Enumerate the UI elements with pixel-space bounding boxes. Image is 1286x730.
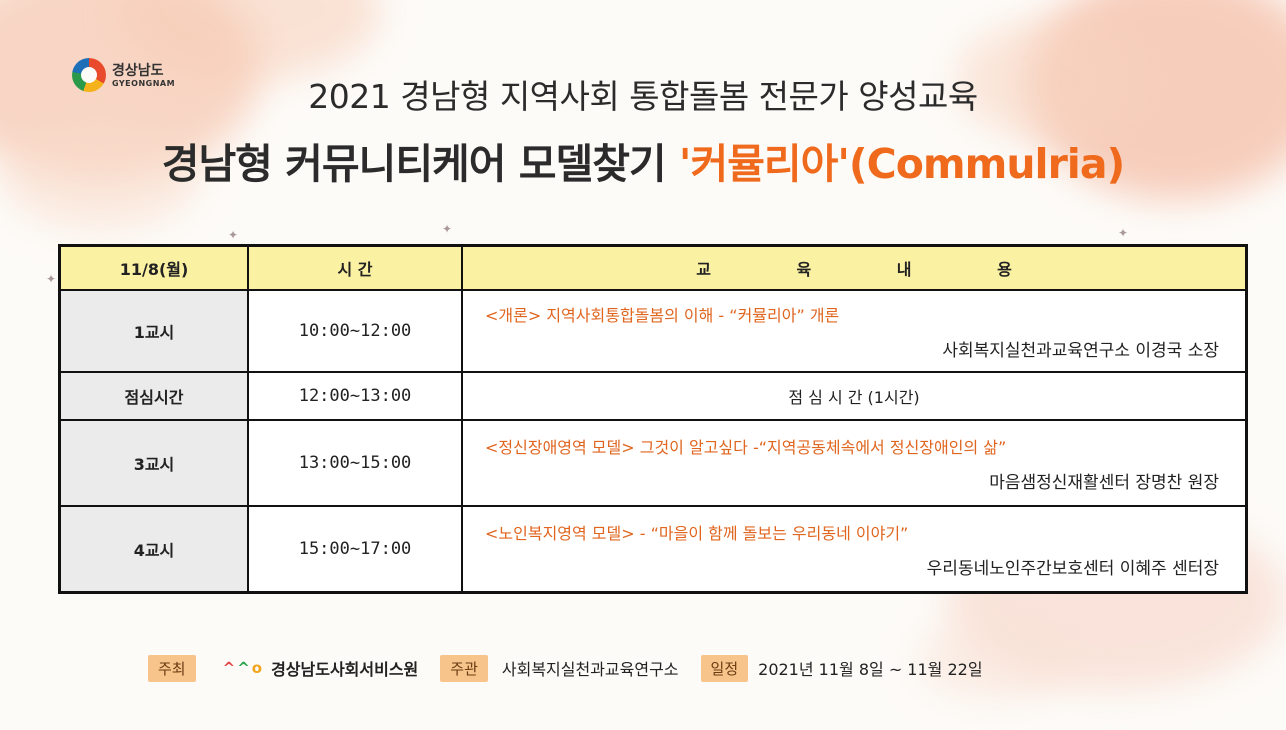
session-speaker: 우리동네노인주간보호센터 이혜주 센터장 <box>926 558 1219 579</box>
time-range: 13:00~15:00 <box>247 421 461 505</box>
session-topic: <정신장애영역 모델> 그것이 알고싶다 -“지역공동체속에서 정신장애인의 삶… <box>485 437 1007 457</box>
host-name: 경상남도사회서비스원 <box>271 660 419 679</box>
header-content: 교 육 내 용 <box>461 247 1245 289</box>
host-tag: 주최 <box>148 654 196 682</box>
watercolor-decoration <box>0 120 200 230</box>
period-label: 1교시 <box>61 291 247 371</box>
program-title: 경남형 커뮤니티케어 모델찾기 '커뮬리아'(Commulria) <box>0 130 1286 190</box>
program-title-accent: '커뮬리아'(Commulria) <box>678 140 1125 188</box>
sprig-icon: ✦ <box>46 272 57 286</box>
session-speaker: 사회복지실천과교육연구소 이경국 소장 <box>942 340 1219 361</box>
pass-logo-icon: ^ ^ o <box>222 659 263 677</box>
time-range: 12:00~13:00 <box>247 373 461 419</box>
sprig-icon: ✦ <box>1118 226 1129 240</box>
program-title-main: 경남형 커뮤니티케어 모델찾기 <box>161 140 679 188</box>
session-topic: <개론> 지역사회통합돌봄의 이해 - “커뮬리아” 개론 <box>485 305 840 325</box>
gyeongnam-logo: 경상남도 GYEONGNAM <box>72 56 182 96</box>
table-row: 점심시간 12:00~13:00 점 심 시 간 (1시간) <box>61 371 1245 419</box>
time-range: 10:00~12:00 <box>247 291 461 371</box>
organizer-tag: 주관 <box>440 654 488 682</box>
watercolor-decoration <box>956 20 1136 140</box>
session-topic: <노인복지영역 모델> - “마을이 함께 돌보는 우리동네 이야기” <box>485 523 909 543</box>
table-row: 4교시 15:00~17:00 <노인복지영역 모델> - “마을이 함께 돌보… <box>61 505 1245 591</box>
header-time: 시 간 <box>247 247 461 289</box>
period-label: 3교시 <box>61 421 247 505</box>
organizer-name: 사회복지실천과교육연구소 <box>501 660 679 679</box>
table-row: 3교시 13:00~15:00 <정신장애영역 모델> 그것이 알고싶다 -“지… <box>61 419 1245 505</box>
table-header-row: 11/8(월) 시 간 교 육 내 용 <box>61 247 1245 289</box>
session-speaker: 마음샘정신재활센터 장명찬 원장 <box>989 472 1219 493</box>
table-row: 1교시 10:00~12:00 <개론> 지역사회통합돌봄의 이해 - “커뮬리… <box>61 289 1245 371</box>
period-label: 4교시 <box>61 507 247 591</box>
session-content: <노인복지영역 모델> - “마을이 함께 돌보는 우리동네 이야기” 우리동네… <box>461 507 1245 591</box>
watercolor-decoration <box>916 620 1076 700</box>
schedule-value: 2021년 11월 8일 ~ 11월 22일 <box>758 660 983 679</box>
lunch-break: 점 심 시 간 (1시간) <box>461 373 1245 419</box>
sprig-icon: ✦ <box>228 228 239 242</box>
logo-name-ko: 경상남도 <box>112 63 164 79</box>
time-range: 15:00~17:00 <box>247 507 461 591</box>
session-content: <개론> 지역사회통합돌봄의 이해 - “커뮬리아” 개론 사회복지실천과교육연… <box>461 291 1245 371</box>
schedule-table: 11/8(월) 시 간 교 육 내 용 1교시 10:00~12:00 <개론>… <box>58 244 1248 594</box>
logo-name-en: GYEONGNAM <box>112 79 176 88</box>
session-content: <정신장애영역 모델> 그것이 알고싶다 -“지역공동체속에서 정신장애인의 삶… <box>461 421 1245 505</box>
period-label: 점심시간 <box>61 373 247 419</box>
gyeongnam-emblem-icon <box>72 58 106 92</box>
header-date: 11/8(월) <box>119 260 189 279</box>
event-title: 2021 경남형 지역사회 통합돌봄 전문가 양성교육 <box>308 77 978 116</box>
footer-info: 주최 ^ ^ o 경상남도사회서비스원 주관 사회복지실천과교육연구소 일정 202… <box>148 654 983 682</box>
schedule-tag: 일정 <box>700 654 749 682</box>
sprig-icon: ✦ <box>442 222 453 236</box>
